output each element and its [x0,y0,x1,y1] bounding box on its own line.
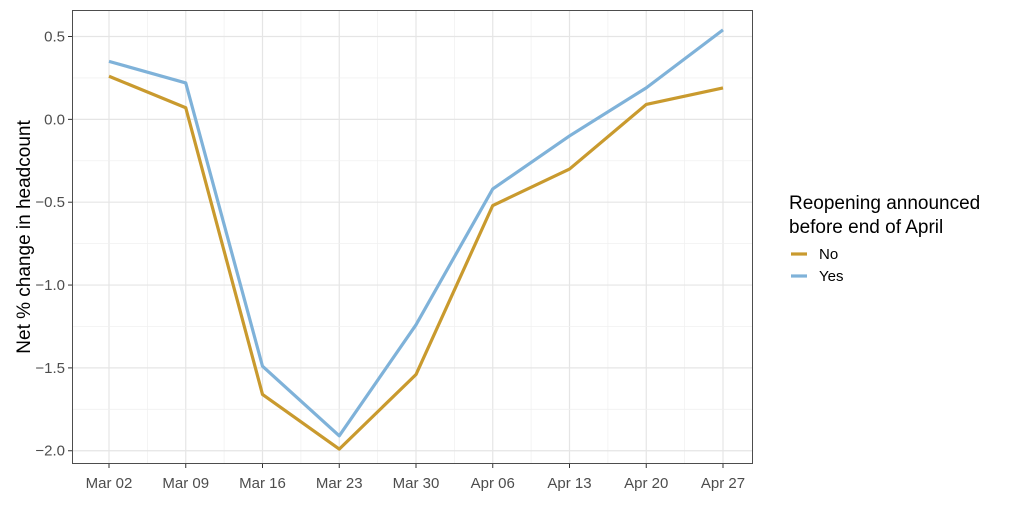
y-tick-label: −1.0 [35,277,65,294]
x-tick-label: Mar 30 [393,475,440,492]
series-line-yes [108,28,724,438]
y-tick-label: −0.5 [35,194,65,211]
legend: Reopening announced before end of April … [789,193,980,285]
series-line-no [108,74,724,451]
y-tick-label: 0.5 [44,29,65,46]
x-tick-label: Apr 20 [624,475,668,492]
legend-items: No Yes [791,246,843,285]
x-axis: Mar 02 Mar 09 Mar 16 Mar 23 Mar 30 Apr 06 Apr … [86,464,745,492]
x-tick-label: Mar 16 [239,475,286,492]
y-tick-label: −2.0 [35,443,65,460]
y-axis-title: Net % change in headcount [14,120,35,354]
x-tick-label: Apr 06 [471,475,515,492]
legend-label-yes: Yes [819,268,843,285]
x-tick-label: Mar 02 [86,475,133,492]
legend-label-no: No [819,246,838,263]
y-tick-label: 0.0 [44,111,65,128]
x-tick-label: Mar 23 [316,475,363,492]
x-tick-label: Mar 09 [162,475,209,492]
y-tick-label: −1.5 [35,360,65,377]
plot-border [72,10,753,464]
x-tick-label: Apr 13 [547,475,591,492]
x-tick-label: Apr 27 [701,475,745,492]
series-lines [108,28,724,451]
y-axis: 0.5 0.0 −0.5 −1.0 −1.5 −2.0 [35,29,72,460]
legend-title-line-2: before end of April [789,217,943,238]
legend-title-line-1: Reopening announced [789,193,980,214]
